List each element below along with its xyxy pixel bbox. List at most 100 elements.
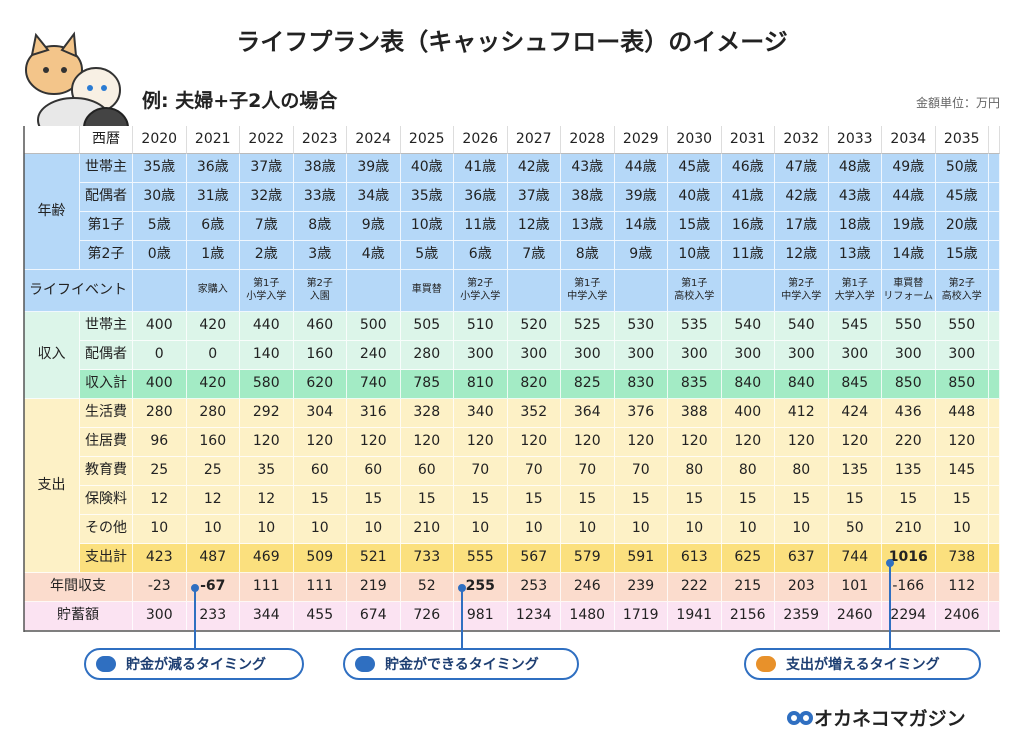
expense-cell: 120 [721, 428, 775, 457]
row-label: 世帯主 [80, 312, 133, 341]
expense-cell: 10 [133, 515, 187, 544]
header-blank [24, 126, 80, 154]
expense-cell: 120 [240, 428, 294, 457]
age-cell: 42歳 [507, 154, 561, 183]
income-cell: 530 [614, 312, 668, 341]
expense-cell: 328 [400, 399, 454, 428]
expense-cell: 613 [668, 544, 722, 573]
income-cell: 535 [668, 312, 722, 341]
age-cell: 40歳 [668, 183, 722, 212]
cell-edge [989, 341, 1000, 370]
expense-cell: 120 [400, 428, 454, 457]
callout: 貯金ができるタイミング [343, 648, 579, 680]
expense-cell: 744 [828, 544, 882, 573]
savings-cell: 1719 [614, 602, 668, 631]
savings-cell: 981 [454, 602, 508, 631]
expense-cell: 448 [935, 399, 989, 428]
income-cell: 540 [721, 312, 775, 341]
income-cell: 300 [935, 341, 989, 370]
balance-cell: 253 [507, 573, 561, 602]
age-cell: 36歳 [454, 183, 508, 212]
age-cell: 13歳 [828, 241, 882, 270]
expense-cell: 96 [133, 428, 187, 457]
age-cell: 12歳 [507, 212, 561, 241]
expense-cell: 10 [935, 515, 989, 544]
balance-cell: 203 [775, 573, 829, 602]
expense-cell: 10 [186, 515, 240, 544]
income-cell: 440 [240, 312, 294, 341]
age-cell: 32歳 [240, 183, 294, 212]
expense-cell: 15 [561, 486, 615, 515]
year: 2023 [293, 126, 347, 154]
expense-cell: 70 [507, 457, 561, 486]
age-cell: 45歳 [668, 154, 722, 183]
income-cell: 505 [400, 312, 454, 341]
expense-cell: 15 [614, 486, 668, 515]
income-cell: 830 [614, 370, 668, 399]
year: 2021 [186, 126, 240, 154]
age-cell: 39歳 [614, 183, 668, 212]
expense-cell: 412 [775, 399, 829, 428]
row-label: 第1子 [80, 212, 133, 241]
age-cell: 10歳 [668, 241, 722, 270]
income-cell: 0 [133, 341, 187, 370]
age-cell: 10歳 [400, 212, 454, 241]
age-cell: 12歳 [775, 241, 829, 270]
age-cell: 43歳 [561, 154, 615, 183]
expense-cell: 120 [454, 428, 508, 457]
balance-cell: 255 [454, 573, 508, 602]
callout-text: 貯金ができるタイミング [385, 657, 539, 673]
age-cell: 4歳 [347, 241, 401, 270]
age-cell: 18歳 [828, 212, 882, 241]
age-cell: 7歳 [240, 212, 294, 241]
income-cell: 420 [186, 370, 240, 399]
expense-cell: 135 [882, 457, 936, 486]
row-label: 住居費 [80, 428, 133, 457]
expense-cell: 70 [561, 457, 615, 486]
expense-cell: 424 [828, 399, 882, 428]
expense-cell: 579 [561, 544, 615, 573]
year: 2034 [882, 126, 936, 154]
income-cell: 400 [133, 370, 187, 399]
age-cell: 46歳 [721, 154, 775, 183]
expense-cell: 436 [882, 399, 936, 428]
income-cell: 160 [293, 341, 347, 370]
callout: 貯金が減るタイミング [84, 648, 304, 680]
expense-cell: 120 [935, 428, 989, 457]
age-cell: 15歳 [668, 212, 722, 241]
event-cell: 第2子 小学入学 [454, 270, 508, 312]
unit-note: 金額単位：万円 [915, 96, 1000, 110]
age-cell: 9歳 [614, 241, 668, 270]
row-label: 配偶者 [80, 341, 133, 370]
balance-cell: 215 [721, 573, 775, 602]
year: 2027 [507, 126, 561, 154]
row-label: 教育費 [80, 457, 133, 486]
balance-cell: 101 [828, 573, 882, 602]
expense-cell: 738 [935, 544, 989, 573]
income-cell: 300 [668, 341, 722, 370]
row-label: 支出計 [80, 544, 133, 573]
age-cell: 14歳 [614, 212, 668, 241]
age-cell: 44歳 [882, 183, 936, 212]
expense-cell: 340 [454, 399, 508, 428]
cell-edge [989, 154, 1000, 183]
expense-cell: 35 [240, 457, 294, 486]
event-cell [507, 270, 561, 312]
balance-cell: -166 [882, 573, 936, 602]
expense-cell: 625 [721, 544, 775, 573]
expense-cell: 80 [721, 457, 775, 486]
income-cell: 525 [561, 312, 615, 341]
row-label: 配偶者 [80, 183, 133, 212]
income-cell: 540 [775, 312, 829, 341]
expense-cell: 50 [828, 515, 882, 544]
expense-cell: 15 [454, 486, 508, 515]
row-label: 生活費 [80, 399, 133, 428]
age-cell: 47歳 [775, 154, 829, 183]
row-label: 世帯主 [80, 154, 133, 183]
expense-cell: 80 [775, 457, 829, 486]
age-cell: 8歳 [293, 212, 347, 241]
expense-cell: 10 [668, 515, 722, 544]
income-cell: 300 [828, 341, 882, 370]
event-cell: 第1子 小学入学 [240, 270, 294, 312]
expense-cell: 120 [668, 428, 722, 457]
